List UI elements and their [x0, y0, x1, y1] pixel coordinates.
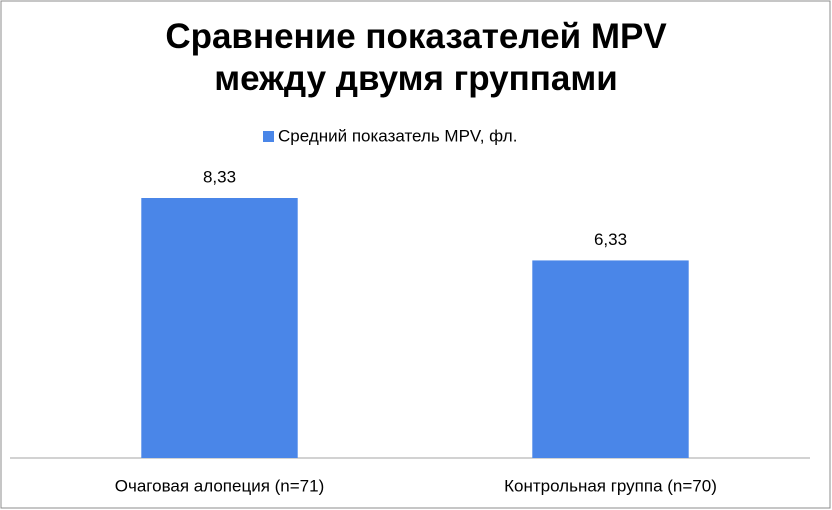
legend-label: Средний показатель MPV, фл.: [278, 126, 517, 145]
x-tick-label: Контрольная группа (n=70): [504, 476, 717, 495]
bar: [141, 198, 298, 458]
value-label: 8,33: [203, 167, 236, 186]
value-label: 6,33: [594, 230, 627, 249]
x-tick-label: Очаговая алопеция (n=71): [115, 476, 325, 495]
bar: [532, 260, 689, 458]
chart-title: Сравнение показателей MPV между двумя гр…: [165, 17, 667, 98]
legend-swatch: [263, 131, 274, 142]
